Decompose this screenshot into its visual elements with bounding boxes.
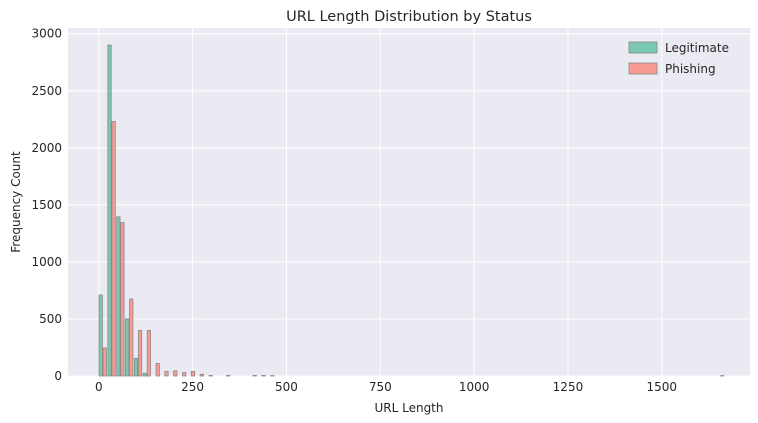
- bar-legitimate: [98, 294, 103, 377]
- bar-legitimate: [116, 216, 121, 377]
- chart-title: URL Length Distribution by Status: [286, 9, 532, 25]
- bars: [98, 44, 725, 377]
- y-tick-label: 3000: [31, 27, 62, 41]
- bar-phishing: [226, 375, 231, 377]
- bar-phishing: [120, 222, 125, 377]
- plot-background: [68, 28, 750, 376]
- y-tick-label: 500: [39, 312, 62, 326]
- legend-swatch-phishing: [628, 62, 658, 75]
- bar-legitimate: [142, 372, 147, 377]
- grid-lines: [68, 28, 750, 377]
- x-tick-label: 0: [95, 380, 103, 394]
- bar-phishing: [146, 329, 151, 377]
- y-tick-labels: 0 500 1000 1500 2000 2500 3000: [31, 27, 62, 383]
- legend-label-legitimate: Legitimate: [665, 41, 729, 55]
- bar-legitimate: [133, 357, 139, 377]
- bar-phishing: [111, 121, 116, 377]
- bar-phishing: [137, 329, 143, 377]
- y-tick-label: 1500: [31, 198, 62, 212]
- bar-phishing: [182, 372, 187, 377]
- bar-legitimate: [107, 44, 112, 377]
- y-axis-label: Frequency Count: [9, 151, 23, 253]
- bar-phishing: [252, 375, 257, 377]
- bar-phishing: [199, 373, 204, 377]
- bar-phishing: [261, 375, 266, 377]
- x-tick-label: 750: [369, 380, 392, 394]
- bar-phishing: [190, 371, 196, 377]
- x-tick-label: 1000: [459, 380, 490, 394]
- y-tick-label: 0: [54, 369, 62, 383]
- x-axis-label: URL Length: [374, 401, 443, 415]
- bar-legitimate: [125, 318, 130, 377]
- y-tick-label: 1000: [31, 255, 62, 269]
- legend-swatch-legitimate: [628, 41, 658, 54]
- x-tick-label: 500: [275, 380, 298, 394]
- x-tick-label: 1250: [553, 380, 584, 394]
- bar-phishing: [129, 298, 134, 377]
- x-tick-label: 1500: [647, 380, 678, 394]
- bar-phishing: [208, 375, 213, 377]
- legend: Legitimate Phishing: [628, 41, 729, 76]
- bar-phishing: [173, 370, 178, 377]
- bar-phishing: [164, 371, 169, 377]
- bar-phishing: [155, 363, 160, 377]
- y-tick-label: 2000: [31, 141, 62, 155]
- x-tick-label: 250: [181, 380, 204, 394]
- legend-label-phishing: Phishing: [665, 62, 716, 76]
- y-tick-label: 2500: [31, 84, 62, 98]
- x-tick-labels: 0 250 500 750 1000 1250 1500: [95, 380, 677, 394]
- bar-phishing: [102, 347, 107, 377]
